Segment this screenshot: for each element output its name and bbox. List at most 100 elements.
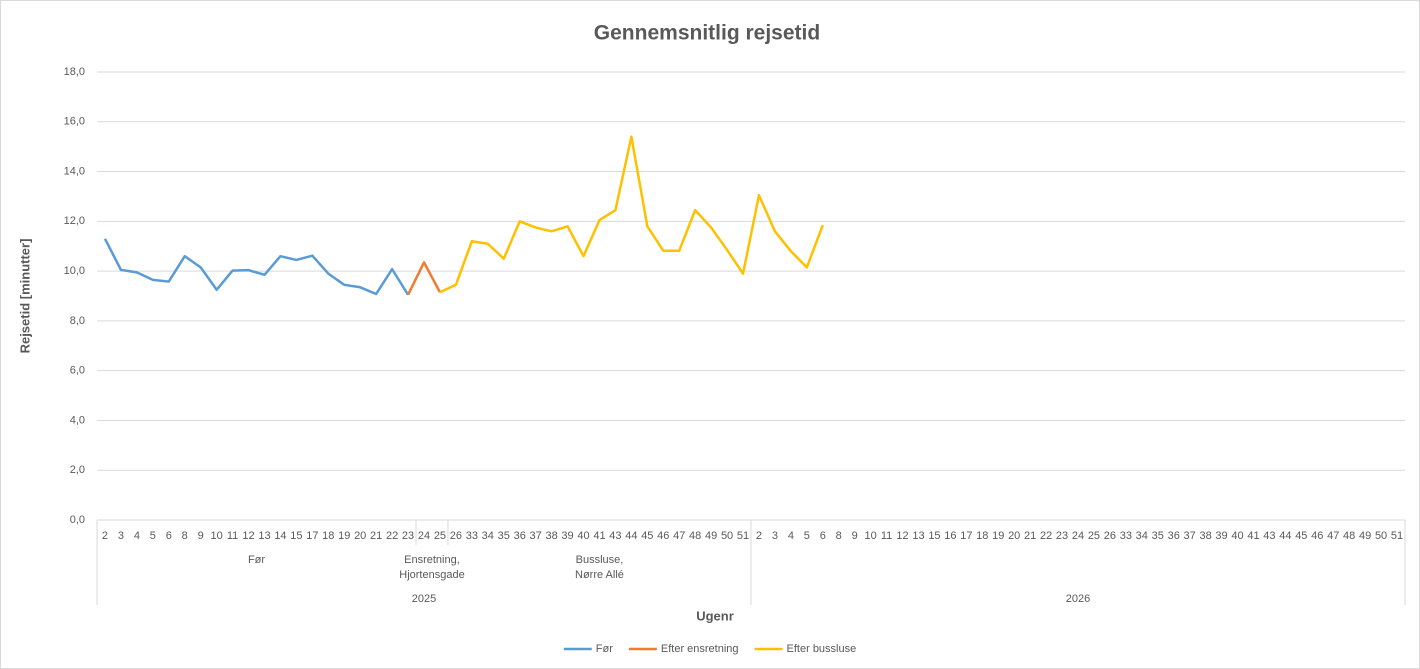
x-tick-label: 51 [737,530,749,542]
series-line [439,135,824,294]
series-line [103,238,410,296]
x-tick-label: 50 [1375,530,1387,542]
x-tick-label: 8 [836,530,842,542]
x-tick-label: 49 [1359,530,1371,542]
x-tick-label: 4 [788,530,794,542]
x-tick-label: 12 [242,530,254,542]
x-tick-label: 35 [1152,530,1164,542]
x-tick-label: 17 [306,530,318,542]
x-tick-label: 41 [1247,530,1259,542]
x-tick-label: 23 [1056,530,1068,542]
x-tick-label: 21 [1024,530,1036,542]
legend: Før Efter ensretning Efter bussluse [563,643,857,655]
x-tick-label: 25 [434,530,446,542]
x-tick-label: 5 [804,530,810,542]
x-tick-label: 46 [1311,530,1323,542]
legend-label: Efter bussluse [787,643,857,655]
x-tick-label: 38 [1199,530,1211,542]
x-tick-label: 47 [1327,530,1339,542]
x-tick-label: 46 [657,530,669,542]
x-tick-label: 48 [689,530,701,542]
x-tick-label: 22 [1040,530,1052,542]
group-label-line: Ensretning, [404,554,460,566]
y-tick-label: 0,0 [70,514,85,526]
x-tick-label: 17 [960,530,972,542]
y-tick-label: 10,0 [64,265,85,277]
x-tick-label: 11 [881,530,892,542]
x-tick-label: 45 [641,530,653,542]
x-tick-label: 49 [705,530,717,542]
y-tick-label: 16,0 [64,116,85,128]
x-tick-label: 24 [1072,530,1084,542]
y-tick-label: 4,0 [70,414,85,426]
year-label: 2026 [1066,593,1090,605]
x-tick-label: 25 [1088,530,1100,542]
x-tick-label: 50 [721,530,733,542]
x-tick-label: 19 [992,530,1004,542]
x-tick-label: 10 [865,530,877,542]
x-tick-label: 39 [1215,530,1227,542]
group-label: Ensretning, Hjortensgade [399,554,464,581]
x-tick-label: 3 [772,530,778,542]
legend-label: Efter ensretning [661,643,739,655]
x-tick-label: 13 [258,530,270,542]
y-tick-label: 18,0 [64,66,85,78]
x-tick-label: 10 [211,530,223,542]
y-tick-label: 8,0 [70,315,85,327]
x-tick-label: 15 [290,530,302,542]
y-tick-label: 2,0 [70,464,85,476]
x-tick-label: 22 [386,530,398,542]
x-tick-label: 33 [466,530,478,542]
x-tick-label: 48 [1343,530,1355,542]
group-label: Bussluse, Nørre Allé [575,554,624,581]
x-tick-label: 9 [852,530,858,542]
x-tick-label: 15 [928,530,940,542]
x-tick-label: 2 [102,530,108,542]
x-tick-label: 44 [625,530,637,542]
x-tick-label: 34 [1136,530,1148,542]
x-tick-label: 13 [912,530,924,542]
x-tick-label: 47 [673,530,685,542]
y-tick-label: 14,0 [64,165,85,177]
x-tick-label: 36 [1168,530,1180,542]
y-tick-label: 12,0 [64,215,85,227]
x-tick-label: 33 [1120,530,1132,542]
x-tick-label: 41 [593,530,605,542]
y-axis-title: Rejsetid [minutter] [17,239,32,354]
x-tick-label: 21 [370,530,382,542]
x-tick-label: 18 [322,530,334,542]
x-tick-label: 40 [1231,530,1243,542]
x-tick-label: 3 [118,530,124,542]
x-tick-label: 6 [166,530,172,542]
x-tick-label: 51 [1391,530,1403,542]
x-tick-label: 45 [1295,530,1307,542]
x-tick-label: 5 [150,530,156,542]
x-tick-label: 6 [820,530,826,542]
x-tick-label: 37 [1184,530,1196,542]
x-tick-label: 44 [1279,530,1291,542]
x-tick-label: 36 [514,530,526,542]
x-tick-label: 8 [182,530,188,542]
x-tick-label: 4 [134,530,140,542]
x-tick-label: 2 [756,530,762,542]
y-tick-label: 6,0 [70,365,85,377]
x-tick-label: 26 [1104,530,1116,542]
x-tick-label: 40 [577,530,589,542]
x-tick-label: 39 [561,530,573,542]
legend-label: Før [596,643,613,655]
x-tick-label: 43 [1263,530,1275,542]
x-tick-label: 18 [976,530,988,542]
x-axis-title: Ugenr [696,608,734,623]
x-tick-label: 20 [354,530,366,542]
x-tick-label: 11 [227,530,238,542]
year-label: 2025 [412,593,436,605]
x-tick-label: 19 [338,530,350,542]
x-tick-label: 34 [482,530,494,542]
x-tick-label: 26 [450,530,462,542]
x-tick-label: 12 [896,530,908,542]
x-tick-label: 37 [530,530,542,542]
group-label-line: Bussluse, [576,554,624,566]
group-label-line: Hjortensgade [399,569,464,581]
